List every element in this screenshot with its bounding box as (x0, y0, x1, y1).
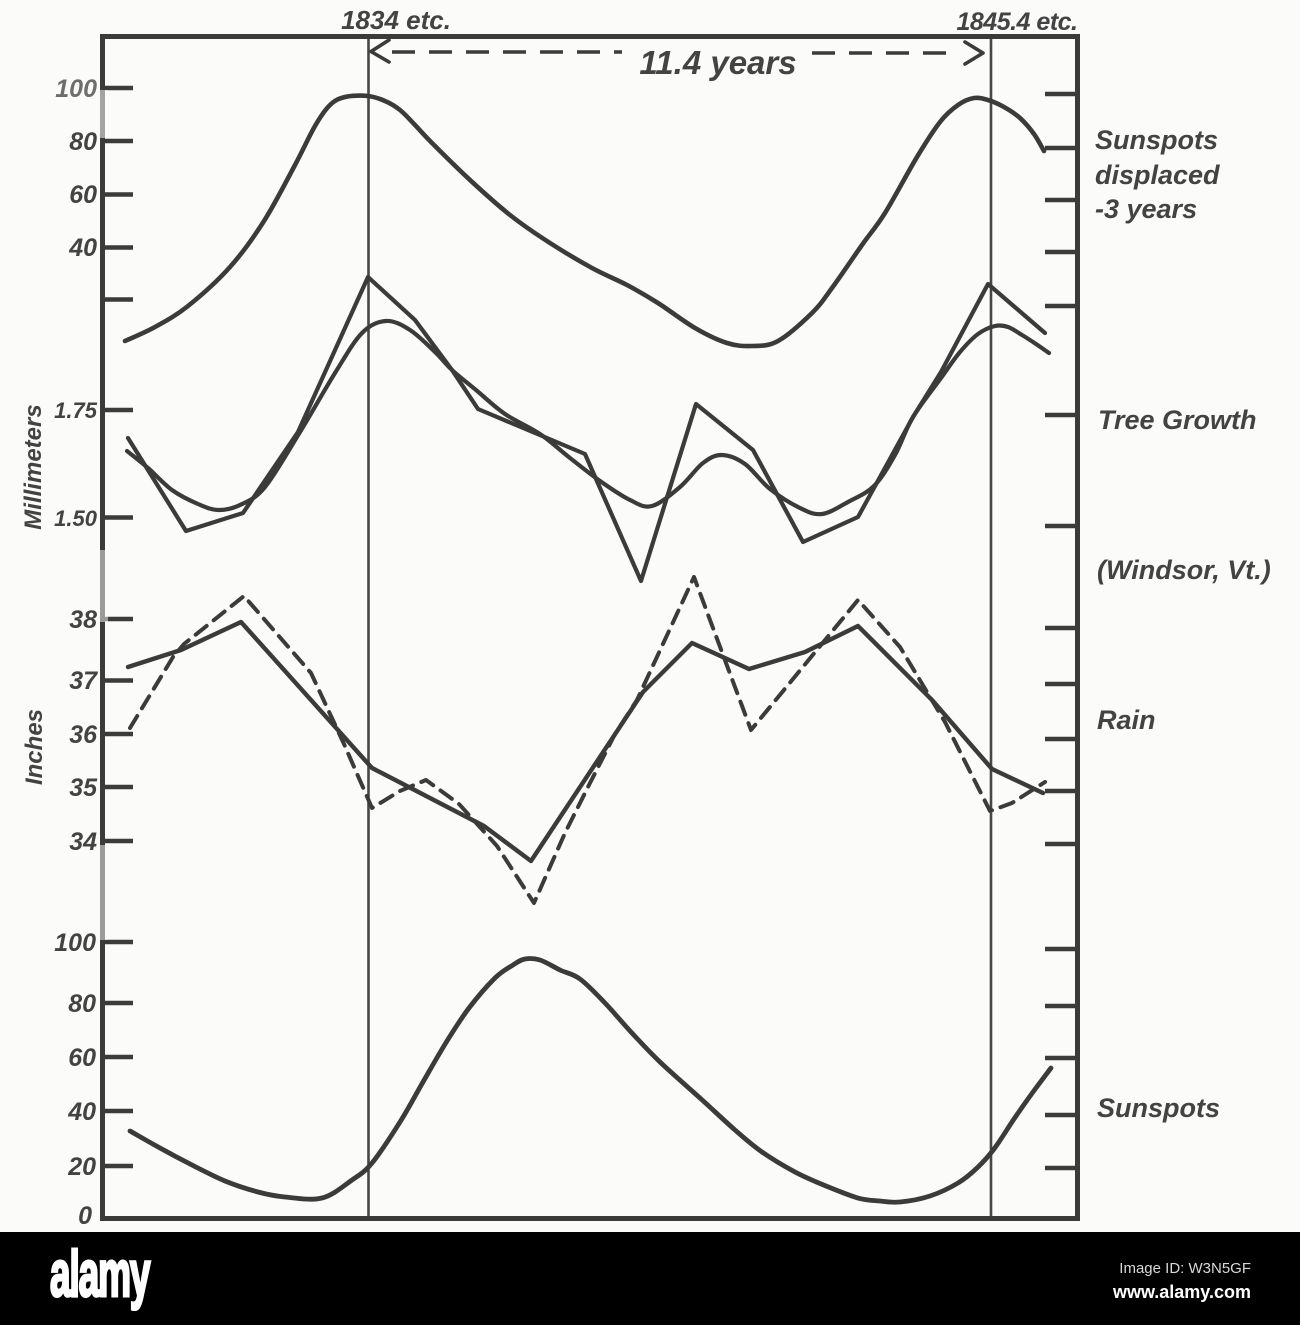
svg-text:alamy: alamy (50, 1238, 151, 1310)
svg-text:20: 20 (67, 1153, 96, 1181)
svg-text:80: 80 (69, 128, 97, 156)
svg-text:11.4 years: 11.4 years (639, 44, 796, 81)
svg-text:-3 years: -3 years (1095, 194, 1197, 224)
svg-text:60: 60 (69, 181, 97, 209)
svg-text:40: 40 (68, 234, 97, 262)
svg-text:1.50: 1.50 (54, 506, 98, 531)
svg-text:40: 40 (67, 1098, 96, 1126)
svg-text:1.75: 1.75 (54, 398, 98, 423)
svg-text:35: 35 (69, 774, 98, 802)
svg-text:100: 100 (55, 75, 97, 103)
svg-text:60: 60 (68, 1044, 96, 1072)
svg-text:0: 0 (78, 1202, 92, 1230)
svg-text:80: 80 (68, 990, 96, 1018)
svg-text:(Windsor, Vt.): (Windsor, Vt.) (1097, 555, 1271, 585)
svg-text:Inches: Inches (21, 709, 48, 785)
svg-text:38: 38 (69, 606, 97, 634)
svg-text:1834 etc.: 1834 etc. (341, 5, 451, 35)
svg-text:34: 34 (69, 828, 97, 856)
svg-text:37: 37 (69, 667, 98, 695)
svg-text:1845.4 etc.: 1845.4 etc. (957, 8, 1078, 36)
svg-text:Image ID: W3N5GF: Image ID: W3N5GF (1119, 1260, 1251, 1277)
svg-text:Millimeters: Millimeters (20, 404, 47, 529)
svg-text:www.alamy.com: www.alamy.com (1112, 1282, 1251, 1302)
svg-text:36: 36 (69, 721, 98, 749)
svg-text:Sunspots: Sunspots (1095, 125, 1218, 155)
svg-text:displaced: displaced (1095, 160, 1220, 190)
svg-text:Sunspots: Sunspots (1097, 1093, 1220, 1123)
svg-text:100: 100 (54, 929, 96, 957)
svg-text:Tree Growth: Tree Growth (1098, 405, 1257, 435)
svg-text:Rain: Rain (1097, 705, 1156, 735)
